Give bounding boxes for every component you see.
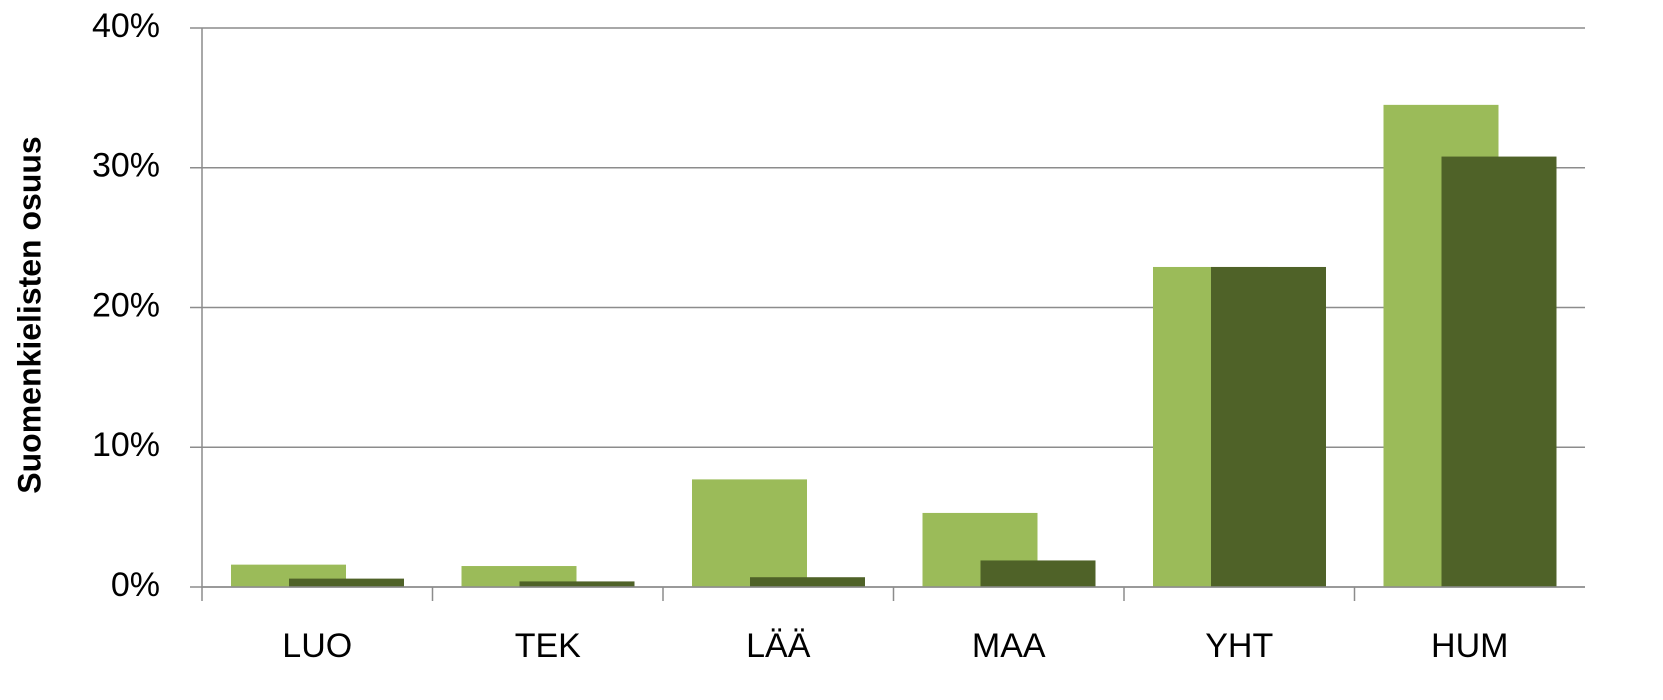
y-axis-title: Suomenkielisten osuus (11, 136, 47, 493)
y-tick-label: 10% (92, 426, 160, 464)
x-tick-label: TEK (515, 627, 581, 665)
x-tick-label: YHT (1205, 627, 1273, 665)
bar (519, 581, 635, 587)
y-tick-label: 0% (111, 566, 160, 604)
x-tick-label: LÄÄ (746, 627, 811, 665)
bar (289, 578, 404, 587)
bar (750, 577, 865, 587)
x-tick-label: MAA (972, 627, 1046, 665)
y-tick-label: 40% (92, 7, 160, 45)
y-tick-label: 30% (92, 147, 160, 185)
bar (1441, 156, 1557, 587)
bar (692, 479, 807, 587)
bar (1211, 266, 1326, 587)
x-tick-label: HUM (1431, 627, 1508, 665)
bar (980, 560, 1096, 587)
y-tick-label: 20% (92, 286, 160, 324)
x-tick-label: LUO (282, 627, 352, 665)
